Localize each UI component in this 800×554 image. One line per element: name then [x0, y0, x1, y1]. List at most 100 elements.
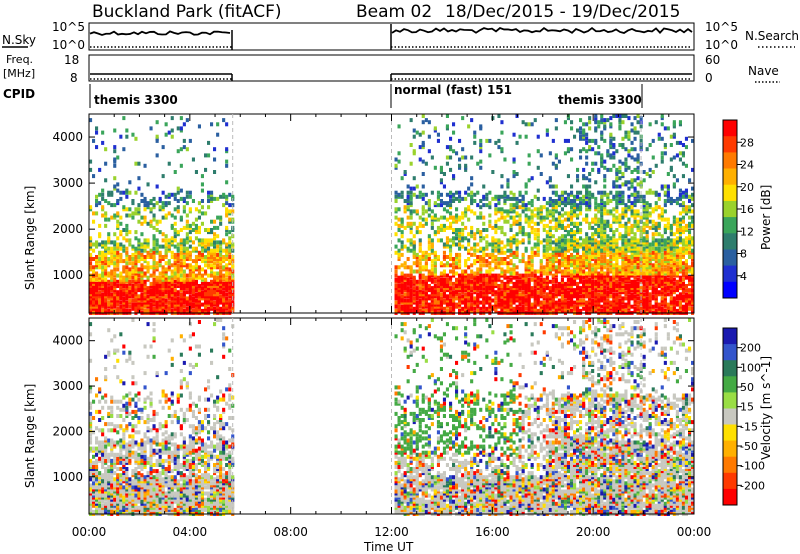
- echo-cell: [539, 215, 543, 220]
- echo-cell: [164, 281, 168, 286]
- echo-cell: [204, 290, 208, 295]
- echo-cell: [500, 246, 504, 251]
- echo-cell: [630, 261, 634, 266]
- echo-cell: [179, 116, 183, 121]
- echo-cell: [600, 298, 604, 303]
- echo-cell: [657, 215, 661, 220]
- echo-cell: [412, 306, 416, 311]
- echo-cell: [570, 244, 574, 249]
- echo-cell: [594, 263, 598, 268]
- echo-cell: [107, 308, 111, 313]
- echo-cell: [566, 267, 570, 272]
- echo-cell: [479, 273, 483, 278]
- echo-cell: [204, 277, 208, 282]
- echo-cell: [603, 138, 607, 143]
- echo-cell: [210, 199, 214, 203]
- echo-cell: [509, 252, 513, 257]
- echo-cell: [551, 199, 555, 203]
- echo-cell: [624, 130, 628, 135]
- echo-cell: [591, 267, 595, 272]
- echo-cell: [573, 306, 577, 311]
- echo-cell: [603, 230, 607, 235]
- echo-cell: [633, 215, 637, 220]
- echo-cell: [219, 296, 223, 301]
- echo-cell: [436, 190, 440, 195]
- echo-cell: [207, 230, 211, 235]
- echo-cell: [394, 292, 398, 297]
- echo-cell: [548, 267, 552, 272]
- echo-cell: [627, 116, 631, 121]
- echo-cell: [125, 257, 129, 261]
- echo-cell: [403, 199, 407, 203]
- echo-cell: [603, 259, 607, 264]
- echo-cell: [113, 308, 117, 313]
- echo-cell: [600, 120, 604, 125]
- echo-cell: [621, 259, 625, 264]
- echo-cell: [418, 157, 422, 162]
- echo-cell: [645, 147, 649, 152]
- echo-cell: [397, 290, 401, 295]
- echo-cell: [140, 221, 144, 226]
- echo-cell: [582, 261, 586, 266]
- echo-cell: [621, 194, 625, 199]
- echo-cell: [606, 223, 610, 228]
- echo-cell: [545, 234, 549, 239]
- echo-cell: [512, 286, 516, 291]
- echo-cell: [464, 298, 468, 303]
- echo-cell: [588, 304, 592, 309]
- echo-cell: [618, 275, 622, 280]
- echo-cell: [563, 306, 567, 311]
- echo-cell: [627, 225, 631, 230]
- echo-cell: [606, 281, 610, 286]
- echo-cell: [612, 194, 616, 199]
- echo-cell: [137, 277, 141, 282]
- echo-cell: [527, 223, 531, 228]
- echo-cell: [573, 261, 577, 266]
- echo-cell: [570, 230, 574, 235]
- echo-cell: [624, 205, 628, 210]
- echo-cell: [576, 275, 580, 280]
- echo-cell: [179, 242, 183, 247]
- echo-cell: [473, 298, 477, 303]
- echo-cell: [548, 209, 552, 214]
- echo-cell: [573, 277, 577, 282]
- nsearch-tick-top: 10^5: [705, 20, 738, 34]
- echo-cell: [494, 275, 498, 280]
- echo-cell: [618, 252, 622, 257]
- echo-cell: [560, 255, 564, 259]
- echo-cell: [449, 205, 453, 210]
- echo-cell: [533, 228, 537, 232]
- echo-cell: [548, 304, 552, 309]
- echo-cell: [621, 288, 625, 293]
- echo-cell: [630, 155, 634, 160]
- echo-cell: [566, 238, 570, 243]
- echo-cell: [488, 281, 492, 286]
- echo-cell: [228, 306, 232, 311]
- echo-cell: [185, 277, 189, 282]
- echo-cell: [576, 196, 580, 201]
- echo-cell: [191, 246, 195, 251]
- echo-cell: [645, 267, 649, 272]
- echo-cell: [424, 221, 428, 226]
- echo-cell: [494, 265, 498, 270]
- echo-cell: [618, 124, 622, 129]
- echo-cell: [412, 255, 416, 259]
- echo-cell: [442, 228, 446, 232]
- echo-cell: [125, 290, 129, 295]
- echo-cell: [400, 273, 404, 278]
- echo-cell: [624, 302, 628, 307]
- echo-cell: [452, 240, 456, 245]
- nsearch-label: N.Search: [745, 29, 799, 43]
- echo-cell: [418, 304, 422, 309]
- echo-cell: [228, 240, 232, 245]
- echo-cell: [506, 242, 510, 247]
- echo-cell: [409, 275, 413, 280]
- echo-cell: [449, 298, 453, 303]
- echo-cell: [170, 281, 174, 286]
- echo-cell: [104, 240, 108, 245]
- echo-cell: [506, 265, 510, 270]
- echo-cell: [563, 225, 567, 230]
- echo-cell: [479, 300, 483, 305]
- echo-cell: [107, 300, 111, 305]
- echo-cell: [615, 263, 619, 268]
